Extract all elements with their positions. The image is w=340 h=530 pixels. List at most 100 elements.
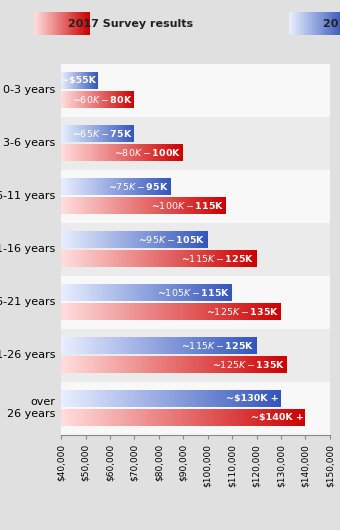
Bar <box>222 390 223 407</box>
Bar <box>162 197 163 214</box>
Bar <box>215 338 216 354</box>
Bar <box>154 232 155 249</box>
Bar <box>172 303 173 320</box>
Bar <box>98 338 99 354</box>
Bar <box>215 284 216 301</box>
Bar <box>202 303 203 320</box>
Bar <box>130 232 131 249</box>
Bar <box>84 356 85 373</box>
Bar <box>242 338 243 354</box>
Bar <box>103 284 104 301</box>
Bar <box>215 197 216 214</box>
Bar <box>75 178 76 196</box>
Bar <box>189 338 190 354</box>
Bar <box>205 338 206 354</box>
Bar <box>192 409 193 426</box>
Bar <box>142 338 143 354</box>
Bar <box>79 303 80 320</box>
Bar <box>96 390 97 407</box>
Bar <box>165 250 166 267</box>
Bar <box>276 390 277 407</box>
Bar <box>195 409 196 426</box>
Bar <box>67 178 68 196</box>
Bar <box>246 250 247 267</box>
Bar <box>145 197 146 214</box>
Bar <box>101 390 102 407</box>
Bar <box>182 356 183 373</box>
Bar <box>230 409 231 426</box>
Bar <box>100 232 101 249</box>
Bar <box>198 338 199 354</box>
Bar <box>245 409 246 426</box>
Bar <box>143 144 144 161</box>
Bar <box>99 250 100 267</box>
Bar <box>194 284 195 301</box>
Bar <box>182 390 183 407</box>
Bar <box>65 390 66 407</box>
Bar <box>80 232 81 249</box>
Bar <box>166 390 167 407</box>
Bar <box>197 250 198 267</box>
Bar <box>225 303 226 320</box>
Bar <box>159 338 160 354</box>
Bar <box>78 232 79 249</box>
Bar <box>105 284 106 301</box>
Bar <box>105 250 106 267</box>
Bar <box>295 409 296 426</box>
Bar <box>215 409 216 426</box>
Bar <box>206 250 207 267</box>
Bar <box>82 338 83 354</box>
Bar <box>159 178 160 196</box>
Bar <box>136 232 137 249</box>
Bar <box>157 197 158 214</box>
Bar <box>204 303 205 320</box>
Bar <box>145 390 146 407</box>
Bar <box>115 232 116 249</box>
Bar <box>196 390 197 407</box>
Bar <box>206 338 207 354</box>
Bar <box>107 303 108 320</box>
Bar <box>130 250 131 267</box>
Bar <box>110 390 111 407</box>
Bar <box>218 409 219 426</box>
Bar <box>171 144 172 161</box>
Bar <box>73 178 74 196</box>
Bar <box>233 303 234 320</box>
Bar <box>131 303 132 320</box>
Bar <box>183 284 184 301</box>
Bar <box>137 303 138 320</box>
Bar <box>124 303 125 320</box>
Bar <box>242 356 243 373</box>
Bar <box>113 284 114 301</box>
Bar <box>107 250 108 267</box>
Bar <box>120 284 121 301</box>
Bar <box>137 232 138 249</box>
Bar <box>83 197 84 214</box>
Bar <box>115 338 116 354</box>
Bar <box>205 232 206 249</box>
Bar <box>213 338 214 354</box>
Bar <box>179 232 180 249</box>
Bar <box>130 338 131 354</box>
Bar <box>229 303 230 320</box>
Bar <box>196 284 197 301</box>
Bar <box>240 303 241 320</box>
Bar <box>161 409 162 426</box>
Bar <box>87 197 88 214</box>
Bar <box>250 356 251 373</box>
Bar <box>113 144 114 161</box>
Bar <box>94 409 95 426</box>
Bar <box>152 144 153 161</box>
Bar <box>210 250 211 267</box>
Bar <box>145 338 146 354</box>
Bar <box>102 178 103 196</box>
Bar <box>139 356 140 373</box>
Bar <box>94 338 95 354</box>
Bar <box>181 284 182 301</box>
Bar <box>64 232 65 249</box>
Bar <box>169 250 170 267</box>
Bar <box>103 409 104 426</box>
Bar <box>271 356 272 373</box>
Bar <box>81 390 82 407</box>
Bar <box>82 356 83 373</box>
